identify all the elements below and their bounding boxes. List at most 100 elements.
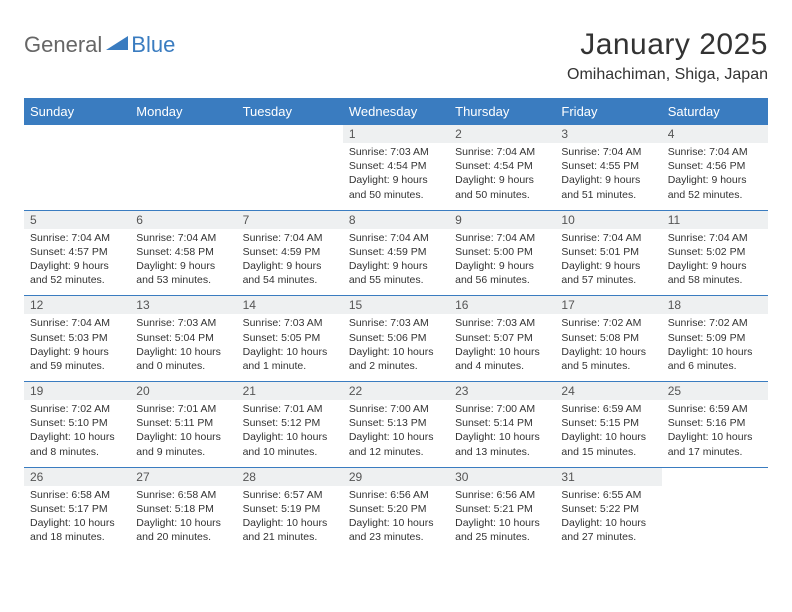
day-info-cell: Sunrise: 7:04 AMSunset: 4:58 PMDaylight:… bbox=[130, 229, 236, 296]
day-number-cell: 5 bbox=[24, 210, 130, 229]
sunset-line: Sunset: 4:59 PM bbox=[349, 245, 443, 259]
sunrise-line: Sunrise: 7:00 AM bbox=[455, 402, 549, 416]
day-info-cell: Sunrise: 6:56 AMSunset: 5:21 PMDaylight:… bbox=[449, 486, 555, 553]
sunrise-line: Sunrise: 7:03 AM bbox=[455, 316, 549, 330]
daylight-line: Daylight: 10 hours and 13 minutes. bbox=[455, 430, 549, 458]
daylight-line: Daylight: 10 hours and 9 minutes. bbox=[136, 430, 230, 458]
daylight-line: Daylight: 10 hours and 27 minutes. bbox=[561, 516, 655, 544]
sunset-line: Sunset: 4:59 PM bbox=[243, 245, 337, 259]
sunset-line: Sunset: 5:22 PM bbox=[561, 502, 655, 516]
day-info-cell: Sunrise: 7:02 AMSunset: 5:10 PMDaylight:… bbox=[24, 400, 130, 467]
sunrise-line: Sunrise: 7:03 AM bbox=[136, 316, 230, 330]
daylight-line: Daylight: 10 hours and 18 minutes. bbox=[30, 516, 124, 544]
day-info-row: Sunrise: 7:03 AMSunset: 4:54 PMDaylight:… bbox=[24, 143, 768, 210]
sunrise-line: Sunrise: 6:58 AM bbox=[30, 488, 124, 502]
sunrise-line: Sunrise: 7:04 AM bbox=[455, 231, 549, 245]
daylight-line: Daylight: 10 hours and 15 minutes. bbox=[561, 430, 655, 458]
sunrise-line: Sunrise: 7:04 AM bbox=[349, 231, 443, 245]
sunset-line: Sunset: 5:16 PM bbox=[668, 416, 762, 430]
day-info-cell: Sunrise: 7:02 AMSunset: 5:08 PMDaylight:… bbox=[555, 314, 661, 381]
day-number-cell: 17 bbox=[555, 296, 661, 315]
calendar-page: General Blue January 2025 Omihachiman, S… bbox=[0, 0, 792, 564]
day-number-cell: 2 bbox=[449, 125, 555, 144]
sunset-line: Sunset: 5:13 PM bbox=[349, 416, 443, 430]
day-number-cell: 24 bbox=[555, 382, 661, 401]
weekday-header: Friday bbox=[555, 99, 661, 125]
day-number-cell bbox=[130, 125, 236, 144]
daylight-line: Daylight: 9 hours and 50 minutes. bbox=[349, 173, 443, 201]
sunset-line: Sunset: 5:08 PM bbox=[561, 331, 655, 345]
brand-logo: General Blue bbox=[24, 32, 175, 58]
day-number-cell: 11 bbox=[662, 210, 768, 229]
day-number-cell: 14 bbox=[237, 296, 343, 315]
day-info-cell: Sunrise: 6:55 AMSunset: 5:22 PMDaylight:… bbox=[555, 486, 661, 553]
sunset-line: Sunset: 5:10 PM bbox=[30, 416, 124, 430]
day-info-cell: Sunrise: 7:01 AMSunset: 5:11 PMDaylight:… bbox=[130, 400, 236, 467]
sunrise-line: Sunrise: 6:55 AM bbox=[561, 488, 655, 502]
day-number-cell: 18 bbox=[662, 296, 768, 315]
daylight-line: Daylight: 9 hours and 57 minutes. bbox=[561, 259, 655, 287]
daylight-line: Daylight: 10 hours and 1 minute. bbox=[243, 345, 337, 373]
title-block: January 2025 Omihachiman, Shiga, Japan bbox=[567, 28, 768, 84]
daylight-line: Daylight: 10 hours and 10 minutes. bbox=[243, 430, 337, 458]
day-number-cell bbox=[662, 467, 768, 486]
day-number-cell: 19 bbox=[24, 382, 130, 401]
day-number-row: 1234 bbox=[24, 125, 768, 144]
daylight-line: Daylight: 10 hours and 23 minutes. bbox=[349, 516, 443, 544]
sunrise-line: Sunrise: 6:59 AM bbox=[561, 402, 655, 416]
sunrise-line: Sunrise: 7:00 AM bbox=[349, 402, 443, 416]
sunset-line: Sunset: 4:54 PM bbox=[455, 159, 549, 173]
sunset-line: Sunset: 5:17 PM bbox=[30, 502, 124, 516]
day-number-cell: 8 bbox=[343, 210, 449, 229]
daylight-line: Daylight: 9 hours and 53 minutes. bbox=[136, 259, 230, 287]
day-number-row: 262728293031 bbox=[24, 467, 768, 486]
weekday-header-row: Sunday Monday Tuesday Wednesday Thursday… bbox=[24, 99, 768, 125]
sunrise-line: Sunrise: 7:02 AM bbox=[30, 402, 124, 416]
day-number-cell bbox=[237, 125, 343, 144]
day-info-cell bbox=[130, 143, 236, 210]
day-number-cell: 10 bbox=[555, 210, 661, 229]
sunset-line: Sunset: 5:02 PM bbox=[668, 245, 762, 259]
month-title: January 2025 bbox=[567, 28, 768, 62]
daylight-line: Daylight: 9 hours and 56 minutes. bbox=[455, 259, 549, 287]
day-info-cell: Sunrise: 7:03 AMSunset: 4:54 PMDaylight:… bbox=[343, 143, 449, 210]
day-info-cell bbox=[662, 486, 768, 553]
daylight-line: Daylight: 10 hours and 21 minutes. bbox=[243, 516, 337, 544]
sunrise-line: Sunrise: 7:04 AM bbox=[30, 316, 124, 330]
day-number-cell: 31 bbox=[555, 467, 661, 486]
sunset-line: Sunset: 5:11 PM bbox=[136, 416, 230, 430]
day-info-cell: Sunrise: 7:03 AMSunset: 5:06 PMDaylight:… bbox=[343, 314, 449, 381]
sunset-line: Sunset: 5:05 PM bbox=[243, 331, 337, 345]
day-number-cell: 23 bbox=[449, 382, 555, 401]
sunset-line: Sunset: 4:56 PM bbox=[668, 159, 762, 173]
sunset-line: Sunset: 5:01 PM bbox=[561, 245, 655, 259]
sunset-line: Sunset: 5:12 PM bbox=[243, 416, 337, 430]
sunrise-line: Sunrise: 6:56 AM bbox=[455, 488, 549, 502]
day-info-cell: Sunrise: 7:01 AMSunset: 5:12 PMDaylight:… bbox=[237, 400, 343, 467]
day-info-cell: Sunrise: 6:58 AMSunset: 5:17 PMDaylight:… bbox=[24, 486, 130, 553]
sunrise-line: Sunrise: 7:04 AM bbox=[668, 231, 762, 245]
weekday-header: Saturday bbox=[662, 99, 768, 125]
day-number-cell: 12 bbox=[24, 296, 130, 315]
weekday-header: Sunday bbox=[24, 99, 130, 125]
day-number-cell: 22 bbox=[343, 382, 449, 401]
sunset-line: Sunset: 5:07 PM bbox=[455, 331, 549, 345]
sunset-line: Sunset: 5:03 PM bbox=[30, 331, 124, 345]
day-number-cell: 9 bbox=[449, 210, 555, 229]
day-info-cell: Sunrise: 7:04 AMSunset: 4:59 PMDaylight:… bbox=[343, 229, 449, 296]
day-info-cell: Sunrise: 7:00 AMSunset: 5:13 PMDaylight:… bbox=[343, 400, 449, 467]
day-info-row: Sunrise: 7:04 AMSunset: 5:03 PMDaylight:… bbox=[24, 314, 768, 381]
sunrise-line: Sunrise: 7:04 AM bbox=[561, 145, 655, 159]
day-number-cell bbox=[24, 125, 130, 144]
sunset-line: Sunset: 5:18 PM bbox=[136, 502, 230, 516]
daylight-line: Daylight: 9 hours and 59 minutes. bbox=[30, 345, 124, 373]
day-info-cell: Sunrise: 7:04 AMSunset: 5:00 PMDaylight:… bbox=[449, 229, 555, 296]
sunset-line: Sunset: 5:14 PM bbox=[455, 416, 549, 430]
weekday-header: Thursday bbox=[449, 99, 555, 125]
daylight-line: Daylight: 10 hours and 12 minutes. bbox=[349, 430, 443, 458]
daylight-line: Daylight: 9 hours and 55 minutes. bbox=[349, 259, 443, 287]
sunset-line: Sunset: 4:58 PM bbox=[136, 245, 230, 259]
weekday-header: Tuesday bbox=[237, 99, 343, 125]
sunset-line: Sunset: 4:54 PM bbox=[349, 159, 443, 173]
day-number-cell: 27 bbox=[130, 467, 236, 486]
